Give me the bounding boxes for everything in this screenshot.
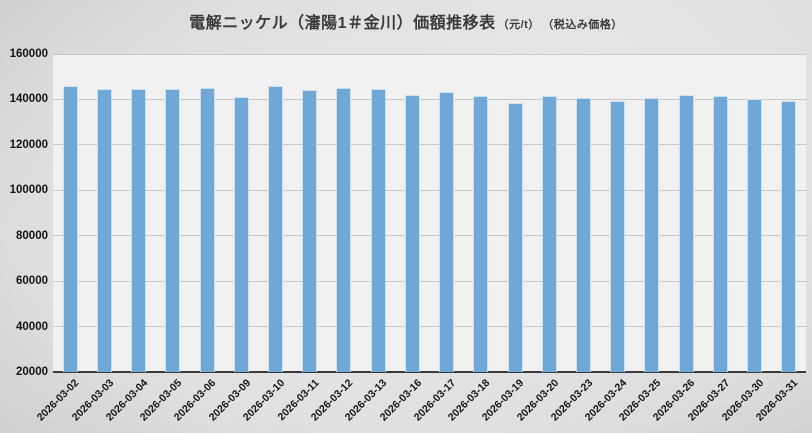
gridline xyxy=(53,98,806,100)
bar-2026-03-19 xyxy=(507,102,523,372)
bar-2026-03-12 xyxy=(336,88,352,372)
bar-2026-03-06 xyxy=(199,88,215,372)
chart-title-note: （税込み価格） xyxy=(547,19,623,31)
bar-2026-03-16 xyxy=(404,94,420,372)
plot-area xyxy=(53,53,806,373)
bar-2026-03-10 xyxy=(267,85,283,372)
gridline xyxy=(53,280,806,282)
bar-2026-03-17 xyxy=(439,91,455,372)
bar-2026-03-25 xyxy=(644,97,660,372)
bar-2026-03-18 xyxy=(473,95,489,372)
y-axis-tick-label: 80000 xyxy=(16,229,48,242)
bar-2026-03-03 xyxy=(96,88,112,372)
chart-title-main: 電解ニッケル（瀋陽1＃金川）価額推移表 xyxy=(189,15,496,32)
gridline xyxy=(53,235,806,237)
gridline xyxy=(53,144,806,146)
bar-2026-03-11 xyxy=(302,90,318,372)
gridline xyxy=(53,53,806,55)
chart-title-unit: （元/t） xyxy=(497,19,540,31)
bar-2026-03-31 xyxy=(781,101,797,372)
bar-2026-03-30 xyxy=(747,98,763,372)
y-axis-tick-label: 60000 xyxy=(16,275,48,288)
bar-2026-03-27 xyxy=(712,96,728,372)
chart-title: 電解ニッケル（瀋陽1＃金川）価額推移表 （元/t） （税込み価格） xyxy=(0,9,812,33)
gridline xyxy=(53,189,806,191)
y-axis-tick-label: 20000 xyxy=(16,366,48,378)
bar-2026-03-02 xyxy=(62,86,78,372)
bar-2026-03-04 xyxy=(131,89,147,372)
gridline xyxy=(53,326,806,328)
y-axis-tick-label: 120000 xyxy=(9,138,48,151)
bar-2026-03-13 xyxy=(370,89,386,372)
y-axis-tick-label: 140000 xyxy=(9,93,48,106)
bar-2026-03-23 xyxy=(576,97,592,372)
y-axis-tick-label: 100000 xyxy=(9,184,48,197)
bar-2026-03-09 xyxy=(233,97,249,372)
y-axis-tick-label: 40000 xyxy=(16,320,48,333)
bar-2026-03-24 xyxy=(610,100,626,372)
x-axis-line xyxy=(53,371,806,373)
bar-2026-03-20 xyxy=(541,96,557,372)
y-axis-tick-label: 160000 xyxy=(9,48,48,60)
bar-2026-03-26 xyxy=(678,94,694,372)
bar-2026-03-05 xyxy=(165,89,181,372)
